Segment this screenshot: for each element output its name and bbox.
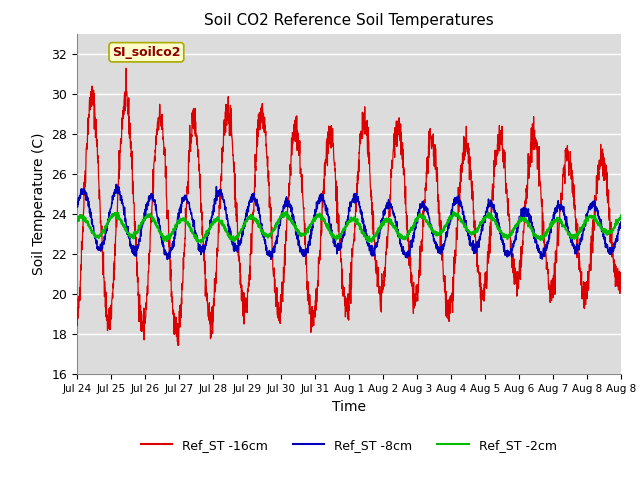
Y-axis label: Soil Temperature (C): Soil Temperature (C)	[31, 133, 45, 275]
Ref_ST -16cm	[617, 273, 625, 279]
Ref_ST -8cm	[513, 229, 521, 235]
Ref_ST -2cm	[127, 231, 135, 237]
Ref_ST -2cm	[382, 216, 390, 222]
Ref_ST -16cm	[73, 320, 81, 325]
Ref_ST -16cm	[122, 65, 130, 71]
Ref_ST -2cm	[282, 209, 290, 215]
Ref_ST -16cm	[544, 266, 552, 272]
Text: SI_soilco2: SI_soilco2	[112, 46, 180, 59]
Ref_ST -2cm	[610, 225, 618, 231]
Legend: Ref_ST -16cm, Ref_ST -8cm, Ref_ST -2cm: Ref_ST -16cm, Ref_ST -8cm, Ref_ST -2cm	[136, 434, 562, 457]
Title: Soil CO2 Reference Soil Temperatures: Soil CO2 Reference Soil Temperatures	[204, 13, 493, 28]
Ref_ST -8cm	[617, 219, 625, 225]
Ref_ST -16cm	[127, 150, 135, 156]
Ref_ST -16cm	[513, 293, 521, 299]
X-axis label: Time: Time	[332, 400, 366, 414]
Ref_ST -2cm	[73, 216, 81, 222]
Ref_ST -16cm	[382, 249, 390, 255]
Ref_ST -8cm	[127, 245, 135, 251]
Ref_ST -2cm	[245, 216, 253, 221]
Ref_ST -2cm	[617, 212, 625, 218]
Ref_ST -8cm	[245, 203, 253, 209]
Ref_ST -8cm	[610, 248, 618, 254]
Ref_ST -8cm	[113, 181, 120, 187]
Ref_ST -16cm	[610, 260, 618, 265]
Ref_ST -8cm	[382, 206, 390, 212]
Ref_ST -2cm	[544, 228, 552, 234]
Ref_ST -8cm	[544, 240, 552, 245]
Line: Ref_ST -2cm: Ref_ST -2cm	[77, 212, 621, 243]
Ref_ST -8cm	[73, 203, 81, 208]
Line: Ref_ST -16cm: Ref_ST -16cm	[77, 68, 621, 346]
Ref_ST -16cm	[245, 283, 253, 288]
Ref_ST -8cm	[163, 257, 171, 263]
Line: Ref_ST -8cm: Ref_ST -8cm	[77, 184, 621, 260]
Ref_ST -16cm	[174, 343, 182, 348]
Ref_ST -2cm	[513, 221, 521, 227]
Ref_ST -2cm	[197, 240, 205, 246]
